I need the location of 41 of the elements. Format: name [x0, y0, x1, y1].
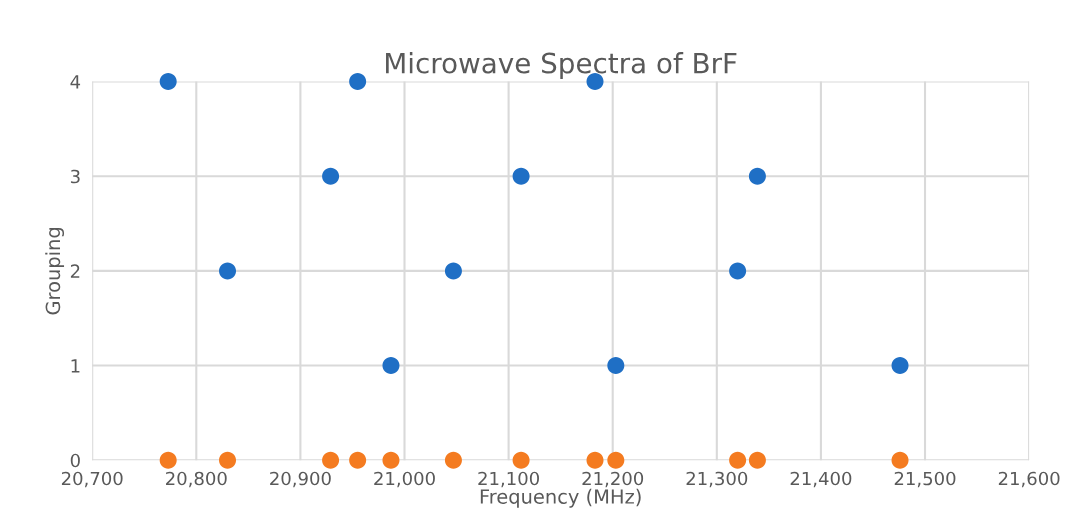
point — [349, 73, 367, 91]
point — [607, 357, 625, 375]
point — [891, 451, 909, 469]
point — [444, 262, 462, 280]
point — [729, 451, 747, 469]
point — [322, 167, 340, 185]
y-tick-label: 1 — [71, 359, 80, 373]
y-tick-label: 2 — [70, 264, 80, 278]
point — [159, 73, 177, 91]
chart-title: Microwave Spectra of BrF — [386, 52, 737, 79]
y-tick-label: 4 — [70, 75, 81, 89]
point — [607, 451, 625, 469]
point — [159, 451, 177, 469]
x-tick-label: 21,600 — [998, 471, 1060, 488]
point — [512, 167, 530, 185]
x-tick-label: 20,700 — [61, 471, 123, 488]
point — [748, 167, 766, 185]
x-tick-label: 21,100 — [478, 471, 539, 488]
point — [891, 357, 909, 375]
point — [382, 357, 400, 375]
point — [586, 451, 604, 469]
x-tick-label: 21,500 — [894, 471, 956, 488]
x-tick-label: 21,000 — [374, 471, 435, 488]
point — [382, 451, 400, 469]
x-axis-title: Frequency (MHz) — [480, 488, 641, 508]
x-tick-label: 20,800 — [166, 471, 227, 488]
x-tick-label: 21,200 — [582, 471, 644, 488]
x-tick-label: 21,400 — [790, 471, 852, 488]
y-tick-label: 3 — [70, 169, 80, 184]
point — [349, 451, 367, 469]
x-tick-label: 20,900 — [270, 471, 331, 488]
point — [444, 451, 462, 469]
point — [748, 451, 766, 469]
y-tick-label: 0 — [70, 453, 80, 468]
point — [219, 451, 237, 469]
point — [219, 262, 237, 280]
point — [512, 451, 530, 469]
point — [729, 262, 747, 280]
x-tick-label: 21,300 — [686, 471, 748, 488]
point — [322, 451, 340, 469]
y-axis-title: Grouping — [45, 228, 65, 315]
